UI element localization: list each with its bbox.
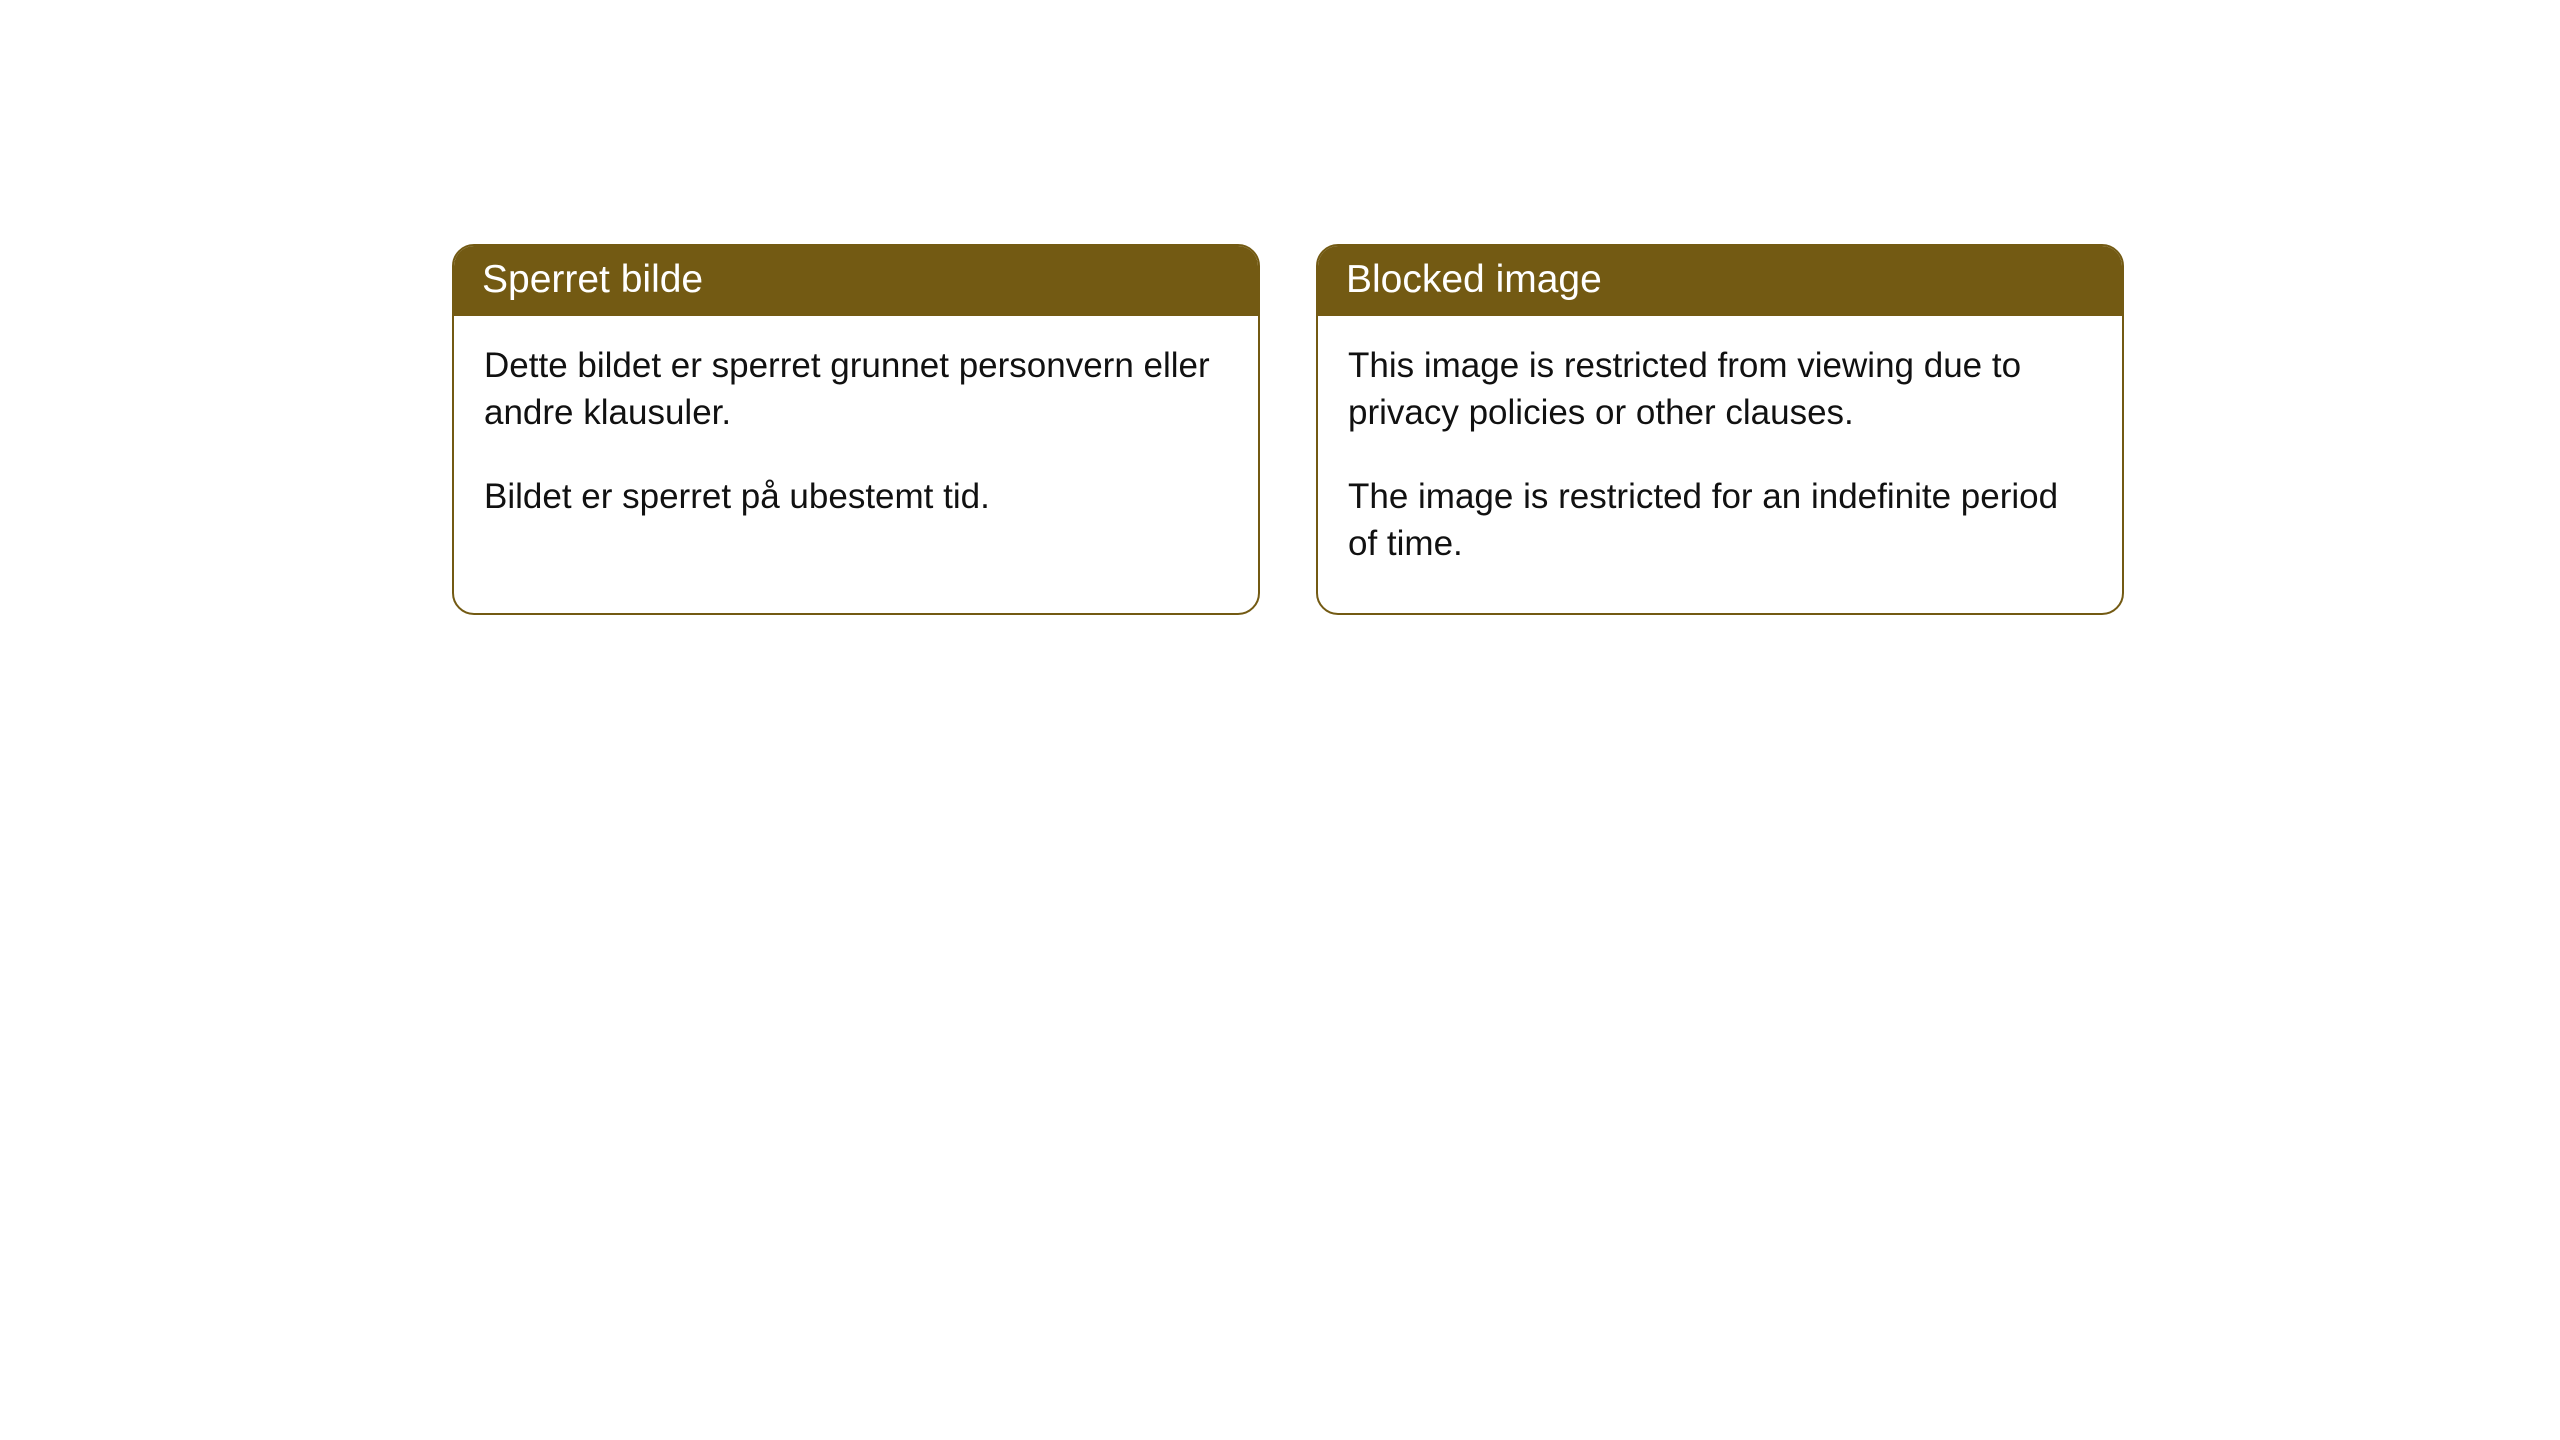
cards-container: Sperret bilde Dette bildet er sperret gr… bbox=[452, 244, 2124, 615]
card-paragraph-en-1: This image is restricted from viewing du… bbox=[1348, 342, 2092, 437]
card-header-en: Blocked image bbox=[1318, 246, 2122, 316]
card-body-en: This image is restricted from viewing du… bbox=[1318, 316, 2122, 613]
card-paragraph-en-2: The image is restricted for an indefinit… bbox=[1348, 473, 2092, 568]
card-paragraph-no-1: Dette bildet er sperret grunnet personve… bbox=[484, 342, 1228, 437]
blocked-image-card-en: Blocked image This image is restricted f… bbox=[1316, 244, 2124, 615]
card-header-no: Sperret bilde bbox=[454, 246, 1258, 316]
blocked-image-card-no: Sperret bilde Dette bildet er sperret gr… bbox=[452, 244, 1260, 615]
card-body-no: Dette bildet er sperret grunnet personve… bbox=[454, 316, 1258, 566]
card-paragraph-no-2: Bildet er sperret på ubestemt tid. bbox=[484, 473, 1228, 520]
